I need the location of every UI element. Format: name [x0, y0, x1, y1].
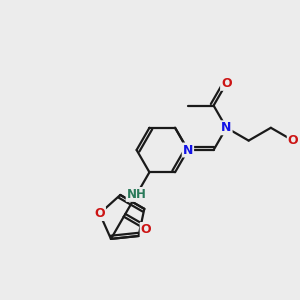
Text: O: O: [94, 207, 105, 220]
Text: O: O: [288, 134, 298, 147]
Text: O: O: [141, 223, 151, 236]
Text: N: N: [221, 121, 232, 134]
Text: NH: NH: [127, 188, 146, 201]
Text: N: N: [183, 143, 193, 157]
Text: O: O: [221, 77, 232, 90]
